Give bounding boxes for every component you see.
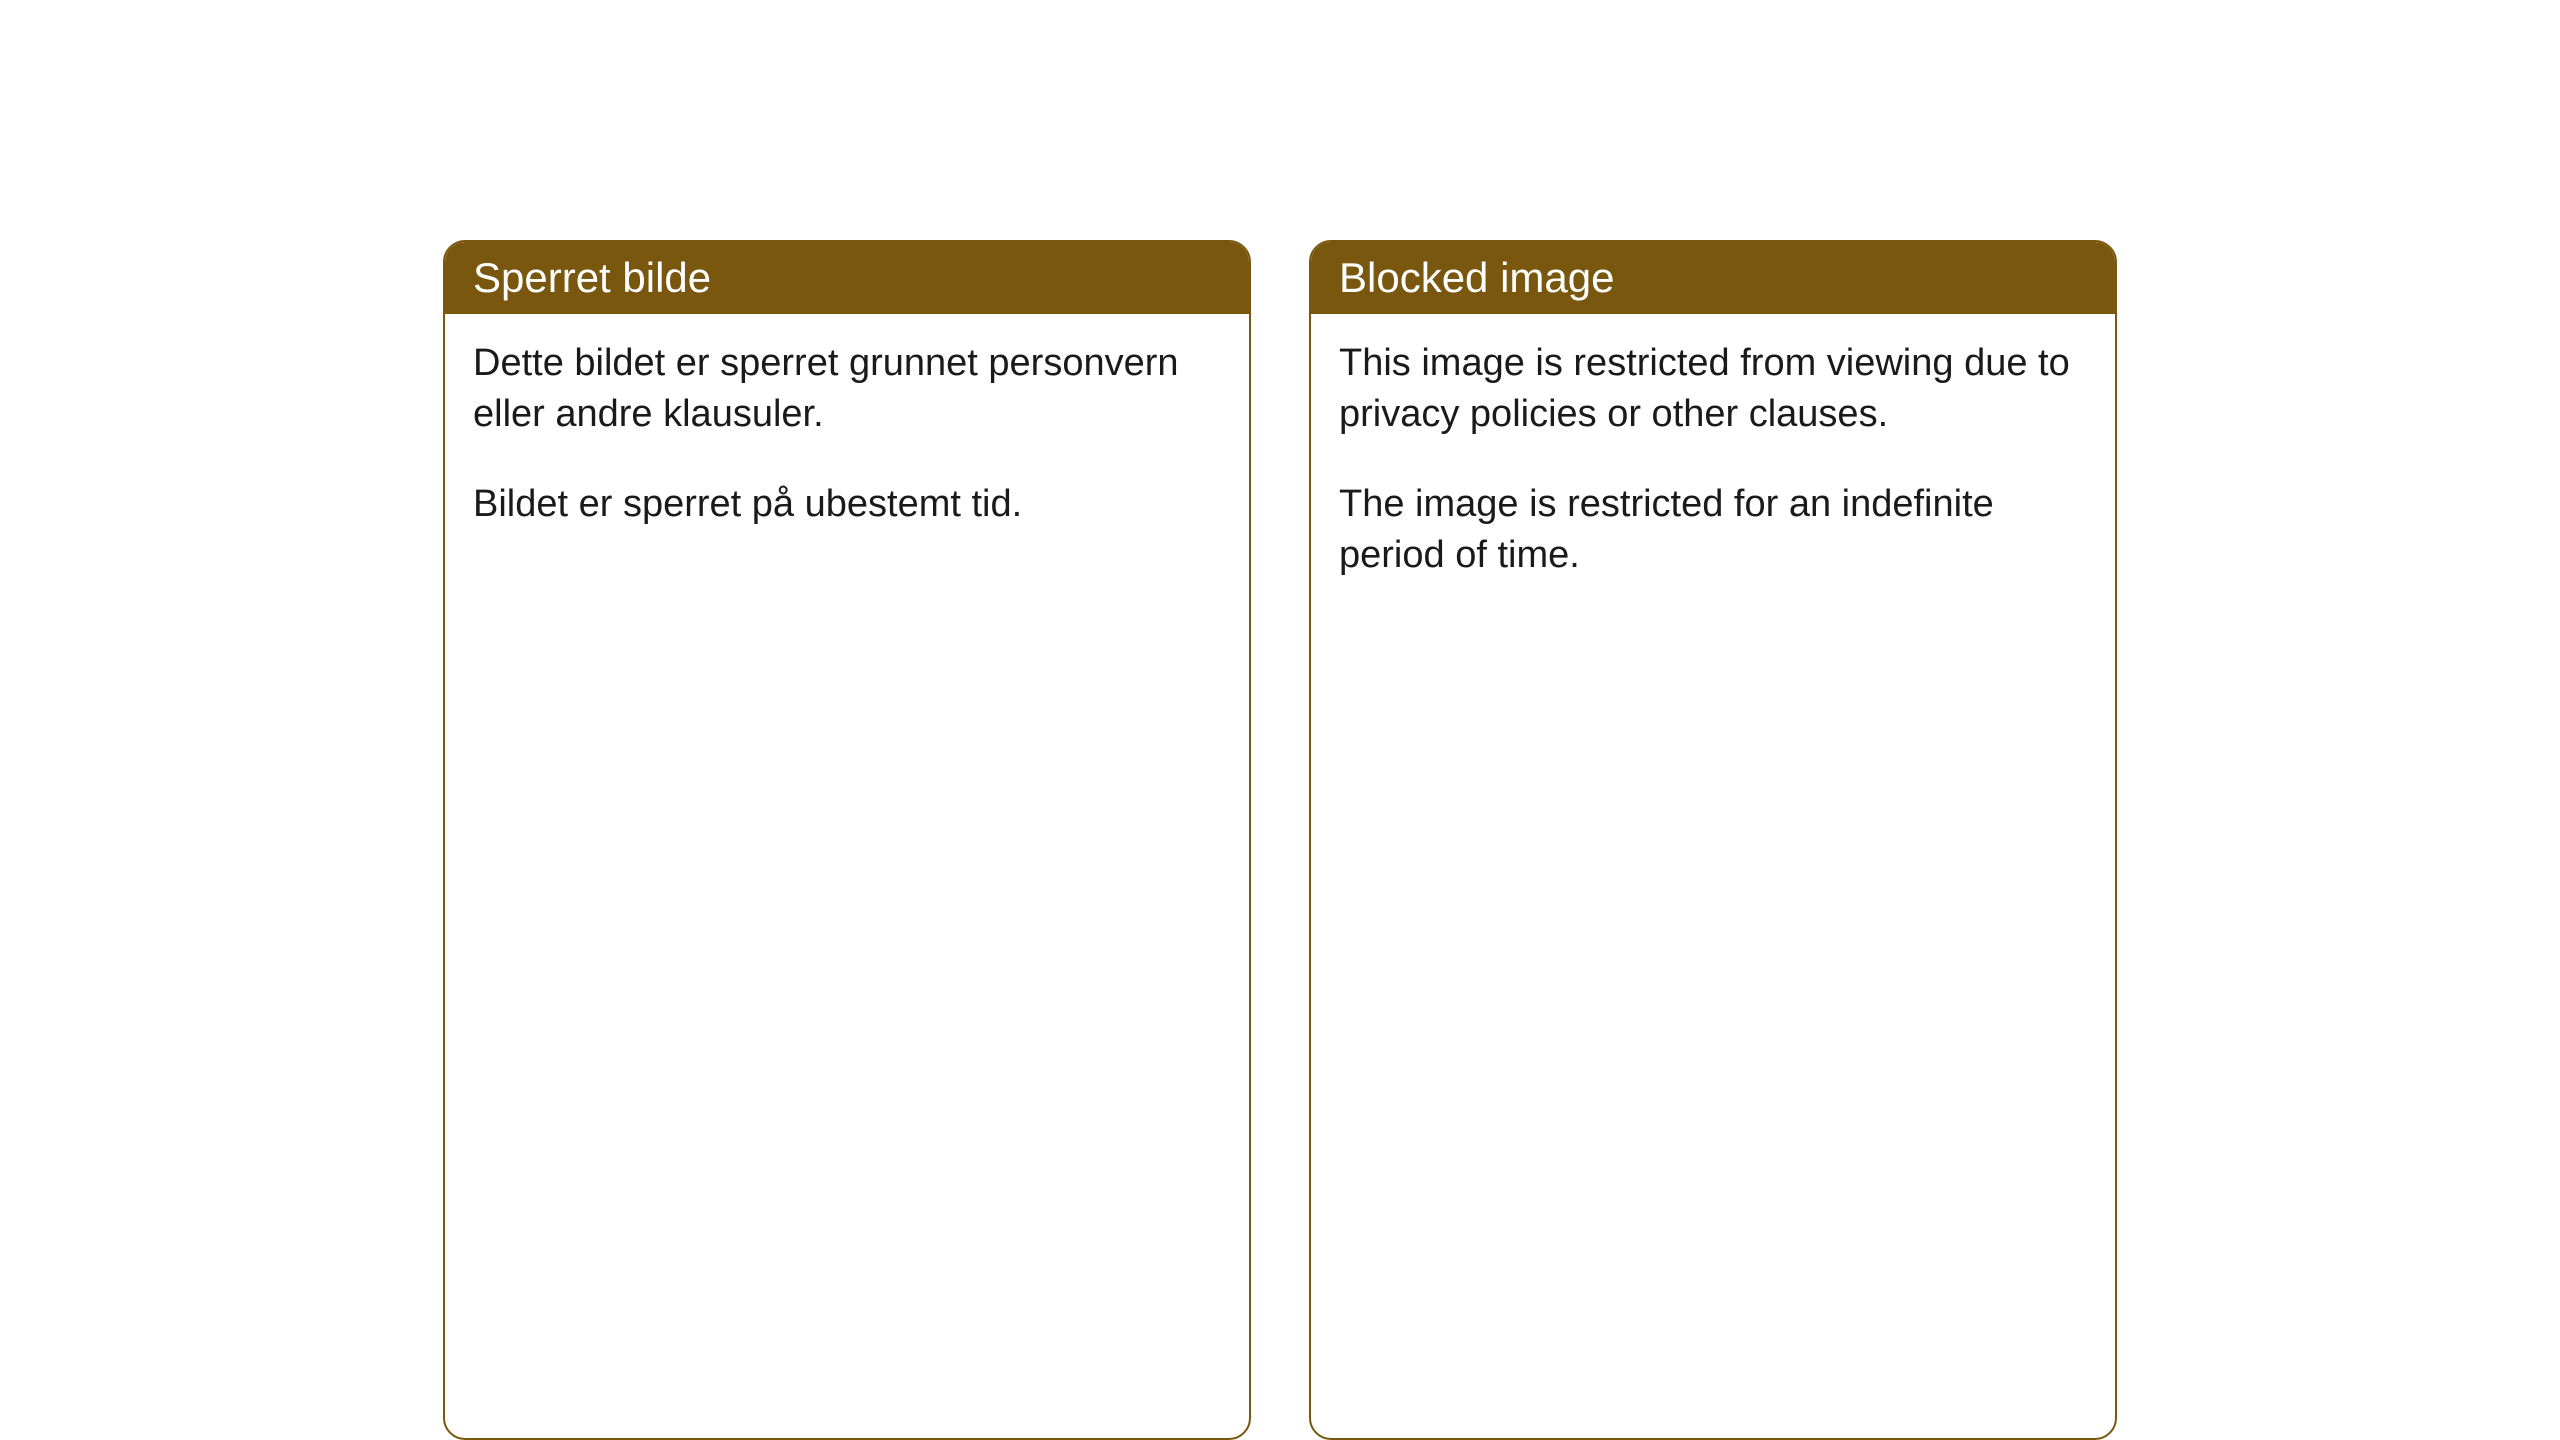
notice-container: Sperret bilde Dette bildet er sperret gr… bbox=[443, 240, 2117, 1440]
notice-card-header: Blocked image bbox=[1311, 242, 2115, 314]
notice-paragraph: Bildet er sperret på ubestemt tid. bbox=[473, 479, 1221, 530]
notice-paragraph: The image is restricted for an indefinit… bbox=[1339, 479, 2087, 582]
notice-title: Blocked image bbox=[1339, 254, 1614, 301]
notice-card-header: Sperret bilde bbox=[445, 242, 1249, 314]
notice-card-body: This image is restricted from viewing du… bbox=[1311, 314, 2115, 617]
notice-card-norwegian: Sperret bilde Dette bildet er sperret gr… bbox=[443, 240, 1251, 1440]
notice-paragraph: This image is restricted from viewing du… bbox=[1339, 338, 2087, 441]
notice-card-english: Blocked image This image is restricted f… bbox=[1309, 240, 2117, 1440]
notice-title: Sperret bilde bbox=[473, 254, 711, 301]
notice-paragraph: Dette bildet er sperret grunnet personve… bbox=[473, 338, 1221, 441]
notice-card-body: Dette bildet er sperret grunnet personve… bbox=[445, 314, 1249, 566]
